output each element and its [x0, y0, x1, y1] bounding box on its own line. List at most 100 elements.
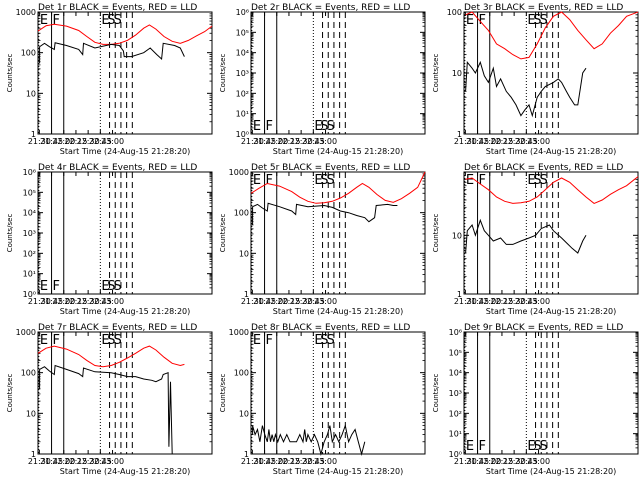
plot-frame — [463, 171, 639, 295]
x-tick-label: 21:30 — [28, 137, 51, 146]
x-tick-label: 21:30 — [241, 457, 264, 466]
x-tick-label: 23:00 — [527, 137, 550, 146]
y-tick-label: 100 — [234, 369, 249, 378]
event-marker: F — [479, 173, 486, 188]
event-marker: S — [320, 119, 328, 134]
panel-det-7: Det 7r BLACK = Events, RED = LLD Start Ti… — [6, 323, 213, 476]
x-tick-label: 22:45 — [515, 457, 538, 466]
event-marker: S — [540, 439, 548, 454]
x-tick-label: 21:30 — [454, 137, 477, 146]
x-tick-label: 22:30 — [290, 457, 313, 466]
event-marker: S — [327, 119, 335, 134]
y-tick-label: 10 — [26, 89, 36, 98]
x-tick-label: 21:45 — [253, 137, 276, 146]
x-tick-label: 23:00 — [101, 457, 124, 466]
panel-det-4: Det 4r BLACK = Events, RED = LLD Start Ti… — [6, 163, 213, 316]
y-tick-label: 10⁵ — [23, 188, 36, 197]
x-tick-label: 22:15 — [277, 457, 300, 466]
series-lld — [465, 11, 639, 60]
chart-title: Det 2r BLACK = Events, RED = LLD — [251, 3, 410, 13]
plot-frame — [37, 331, 213, 455]
plot-frame — [37, 11, 213, 135]
event-marker: S — [107, 333, 115, 348]
y-axis-label: Counts/sec — [219, 214, 227, 253]
panel-det-5: Det 5r BLACK = Events, RED = LLD Start Ti… — [219, 163, 426, 316]
x-tick-label: 22:30 — [503, 457, 526, 466]
y-tick-label: 10⁵ — [449, 348, 462, 357]
event-marker: E — [253, 119, 261, 134]
x-tick-label: 23:00 — [314, 137, 337, 146]
event-marker: S — [114, 13, 122, 28]
x-tick-label: 22:15 — [277, 137, 300, 146]
y-tick-label: 10³ — [23, 229, 36, 238]
y-tick-label: 10⁶ — [23, 168, 36, 177]
panel-det-1: Det 1r BLACK = Events, RED = LLD Start Ti… — [6, 3, 213, 156]
x-tick-label: 21:30 — [241, 137, 264, 146]
y-tick-label: 1000 — [16, 8, 36, 17]
y-tick-label: 10 — [452, 69, 462, 78]
x-tick-label: 22:30 — [503, 297, 526, 306]
event-marker: S — [327, 173, 335, 188]
x-tick-label: 22:15 — [490, 457, 513, 466]
series-lld — [465, 176, 639, 204]
y-tick-label: 10² — [23, 249, 36, 258]
event-marker: F — [479, 13, 486, 28]
event-marker: E — [527, 13, 535, 28]
y-tick-label: 100 — [234, 209, 249, 218]
y-tick-label: 10² — [236, 89, 249, 98]
x-tick-label: 22:45 — [89, 137, 112, 146]
series-events — [465, 60, 587, 118]
x-axis-label: Start Time (24-Aug-15 21:28:20) — [60, 147, 191, 156]
y-tick-label: 10¹ — [236, 110, 249, 119]
series-lld — [37, 345, 185, 368]
y-tick-label: 10³ — [449, 389, 462, 398]
series-lld — [37, 23, 213, 45]
x-axis-label: Start Time (24-Aug-15 21:28:20) — [486, 307, 617, 316]
y-tick-label: 1 — [244, 290, 249, 299]
x-tick-label: 22:45 — [302, 457, 325, 466]
x-tick-label: 22:00 — [478, 137, 501, 146]
x-tick-label: 21:45 — [253, 297, 276, 306]
event-marker: S — [533, 439, 541, 454]
x-tick-label: 22:45 — [89, 457, 112, 466]
chart-title: Det 6r BLACK = Events, RED = LLD — [464, 163, 623, 173]
x-tick-label: 22:30 — [77, 297, 100, 306]
x-axis-label: Start Time (24-Aug-15 21:28:20) — [60, 467, 191, 476]
series-events — [465, 218, 587, 254]
event-marker: E — [40, 333, 48, 348]
event-marker: S — [327, 333, 335, 348]
x-axis-label: Start Time (24-Aug-15 21:28:20) — [273, 147, 404, 156]
event-marker: F — [53, 13, 60, 28]
x-axis-label: Start Time (24-Aug-15 21:28:20) — [273, 307, 404, 316]
x-tick-label: 21:45 — [40, 457, 63, 466]
y-tick-label: 10 — [239, 249, 249, 258]
x-tick-label: 22:30 — [290, 137, 313, 146]
event-marker: S — [107, 13, 115, 28]
x-tick-label: 22:30 — [290, 297, 313, 306]
x-tick-label: 22:00 — [265, 457, 288, 466]
x-tick-label: 21:30 — [454, 297, 477, 306]
chart-title: Det 3r BLACK = Events, RED = LLD — [464, 3, 623, 13]
y-axis-label: Counts/sec — [219, 54, 227, 93]
panel-det-2: Det 2r BLACK = Events, RED = LLD Start Ti… — [219, 3, 426, 156]
y-tick-label: 1 — [244, 450, 249, 459]
y-tick-label: 10⁶ — [449, 328, 462, 337]
x-tick-label: 21:45 — [466, 457, 489, 466]
x-tick-label: 22:00 — [265, 297, 288, 306]
event-marker: S — [540, 13, 548, 28]
x-tick-label: 21:30 — [241, 297, 264, 306]
event-marker: E — [253, 173, 261, 188]
x-tick-label: 22:00 — [52, 137, 75, 146]
series-lld — [250, 171, 426, 204]
y-tick-label: 10 — [26, 409, 36, 418]
x-tick-label: 21:30 — [28, 297, 51, 306]
x-tick-label: 22:30 — [503, 137, 526, 146]
event-marker: E — [314, 333, 322, 348]
x-tick-label: 23:00 — [314, 297, 337, 306]
x-tick-label: 22:30 — [77, 457, 100, 466]
plot-frame — [250, 331, 426, 455]
x-tick-label: 22:15 — [490, 137, 513, 146]
y-tick-label: 10⁰ — [236, 130, 249, 139]
panel-det-3: Det 3r BLACK = Events, RED = LLD Start Ti… — [432, 3, 639, 156]
